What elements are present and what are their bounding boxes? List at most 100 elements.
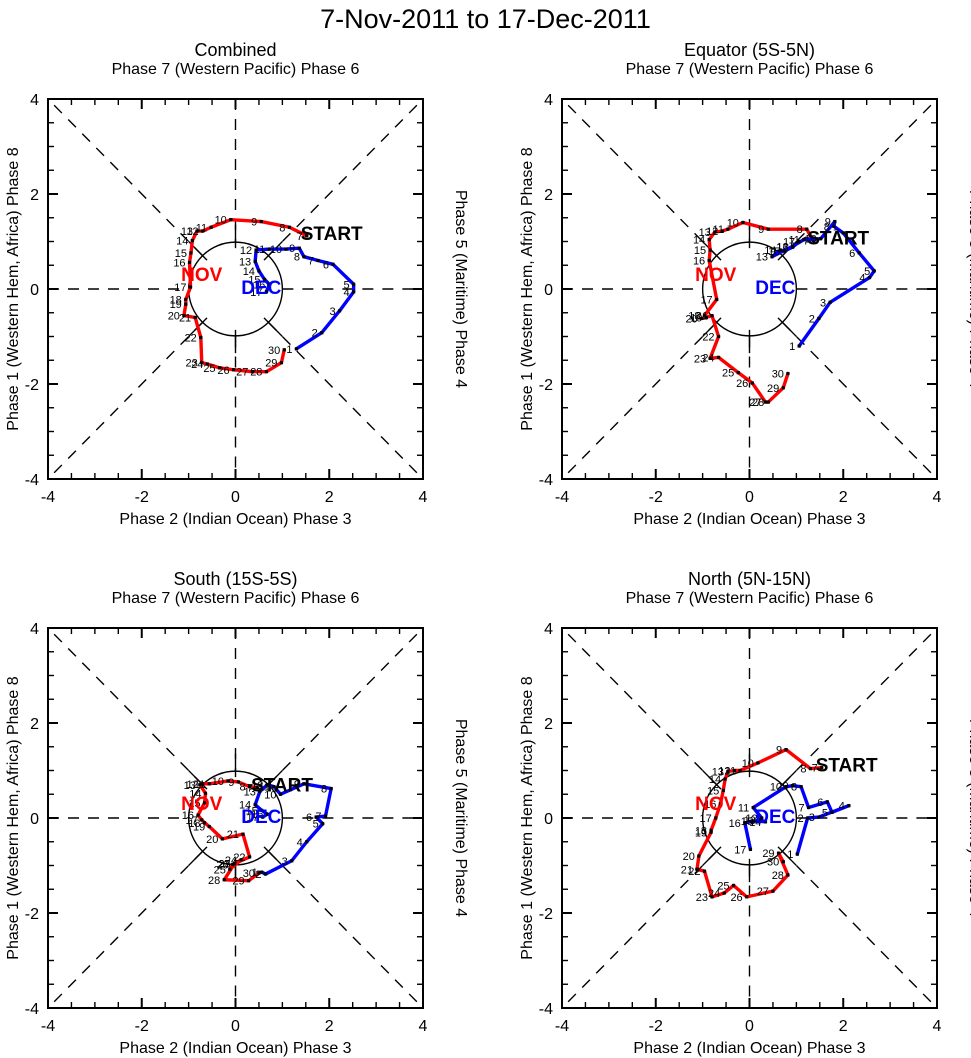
day-label: 11 xyxy=(725,766,736,778)
day-label: 23 xyxy=(218,859,230,871)
day-label: 12 xyxy=(706,226,718,238)
data-point-marker xyxy=(201,229,205,233)
circle-stubs xyxy=(187,753,284,883)
data-point-marker xyxy=(736,371,740,375)
x-tick-label: 0 xyxy=(745,489,754,506)
day-label: 26 xyxy=(730,892,742,904)
day-label: 6 xyxy=(306,812,312,824)
month-label-dec: DEC xyxy=(241,807,281,828)
y-tick-label: 0 xyxy=(544,282,553,299)
day-label: 7 xyxy=(247,783,253,795)
data-point-marker xyxy=(305,840,309,844)
day-label: 10 xyxy=(770,782,782,794)
data-point-marker xyxy=(320,331,324,335)
y-tick-label: -2 xyxy=(25,906,39,923)
data-point-marker xyxy=(741,220,745,225)
data-point-marker xyxy=(709,830,713,834)
day-label: 10 xyxy=(805,234,817,246)
day-label: 21 xyxy=(696,311,708,323)
data-point-marker xyxy=(791,245,795,249)
data-point-marker xyxy=(207,824,211,829)
day-label: 20 xyxy=(168,311,180,323)
day-label: 30 xyxy=(268,345,280,357)
day-label: 29 xyxy=(762,848,774,860)
month-label-dec: DEC xyxy=(755,278,795,299)
data-point-marker xyxy=(817,815,821,819)
day-label: 3 xyxy=(809,812,815,824)
data-point-marker xyxy=(253,803,257,807)
data-point-marker xyxy=(700,316,704,321)
data-point-marker xyxy=(697,854,701,858)
day-label: 17 xyxy=(734,844,746,856)
day-label: 7 xyxy=(798,803,804,815)
data-point-marker xyxy=(695,867,699,871)
day-label: 12 xyxy=(240,245,252,257)
data-point-marker xyxy=(707,258,711,263)
day-label: 9 xyxy=(758,224,764,236)
data-point-marker xyxy=(743,821,747,825)
day-label: 16 xyxy=(253,279,265,291)
day-label: 9 xyxy=(294,779,300,791)
panel-title: Equator (5S-5N) xyxy=(683,40,816,60)
x-tick-label: -4 xyxy=(555,489,569,506)
data-point-marker xyxy=(207,782,211,786)
data-point-marker xyxy=(228,867,232,871)
data-point-marker xyxy=(257,871,261,875)
data-point-marker xyxy=(872,269,876,273)
data-point-marker xyxy=(329,786,333,791)
day-label: 13 xyxy=(239,256,251,268)
top-axis-label: Phase 7 (Western Pacific) Phase 6 xyxy=(625,590,874,607)
day-label: 25 xyxy=(717,880,729,892)
day-label: 4 xyxy=(859,273,865,285)
day-label: 18 xyxy=(170,294,182,306)
day-label: 7 xyxy=(833,228,839,240)
data-point-marker xyxy=(220,837,224,841)
data-point-marker xyxy=(778,248,783,252)
data-point-marker xyxy=(247,785,252,789)
data-point-marker xyxy=(732,768,737,773)
day-label: 11 xyxy=(738,803,749,815)
x-tick-label: 0 xyxy=(231,489,240,506)
top-axis-label: Phase 7 (Western Pacific) Phase 6 xyxy=(111,61,360,78)
month-label-dec: DEC xyxy=(241,278,281,299)
day-label: 24 xyxy=(708,888,720,900)
data-point-marker xyxy=(766,227,770,231)
data-point-marker xyxy=(819,237,823,241)
day-label: 10 xyxy=(264,789,276,801)
day-label: 16 xyxy=(776,242,788,254)
day-label: 13 xyxy=(756,252,768,264)
data-point-marker xyxy=(272,785,276,789)
day-label: 12 xyxy=(251,780,263,792)
month-label-nov: NOV xyxy=(181,794,223,815)
amplitude-circle xyxy=(701,770,798,866)
data-point-marker xyxy=(806,805,811,810)
x-tick-label: -2 xyxy=(135,1018,149,1035)
data-point-marker xyxy=(806,816,810,820)
day-label: 14 xyxy=(239,800,251,812)
data-point-marker xyxy=(187,260,192,264)
day-label: 17 xyxy=(186,815,198,827)
y-tick-label: 4 xyxy=(544,92,553,109)
y-tick-label: -4 xyxy=(25,1001,39,1018)
data-point-marker xyxy=(189,251,193,255)
panel-combined: Combined Phase 7 (Western Pacific) Phase … xyxy=(5,40,469,528)
data-point-marker xyxy=(195,229,199,233)
day-label: 14 xyxy=(176,236,188,248)
data-point-marker xyxy=(278,792,283,796)
y-tick-label: 2 xyxy=(544,187,553,204)
data-point-marker xyxy=(264,290,269,294)
phase-separators xyxy=(561,98,938,480)
data-point-marker xyxy=(253,259,257,264)
trajectory-nov xyxy=(182,217,309,374)
data-point-marker xyxy=(302,255,306,259)
data-point-marker xyxy=(284,247,288,251)
y-tick-label: 4 xyxy=(30,621,39,638)
data-point-marker xyxy=(786,371,790,376)
x-tick-label: 0 xyxy=(745,1018,754,1035)
data-point-marker xyxy=(795,852,799,856)
data-point-marker xyxy=(200,361,204,365)
data-point-marker xyxy=(763,400,768,404)
data-point-marker xyxy=(337,309,342,313)
day-label: 16 xyxy=(704,799,716,811)
